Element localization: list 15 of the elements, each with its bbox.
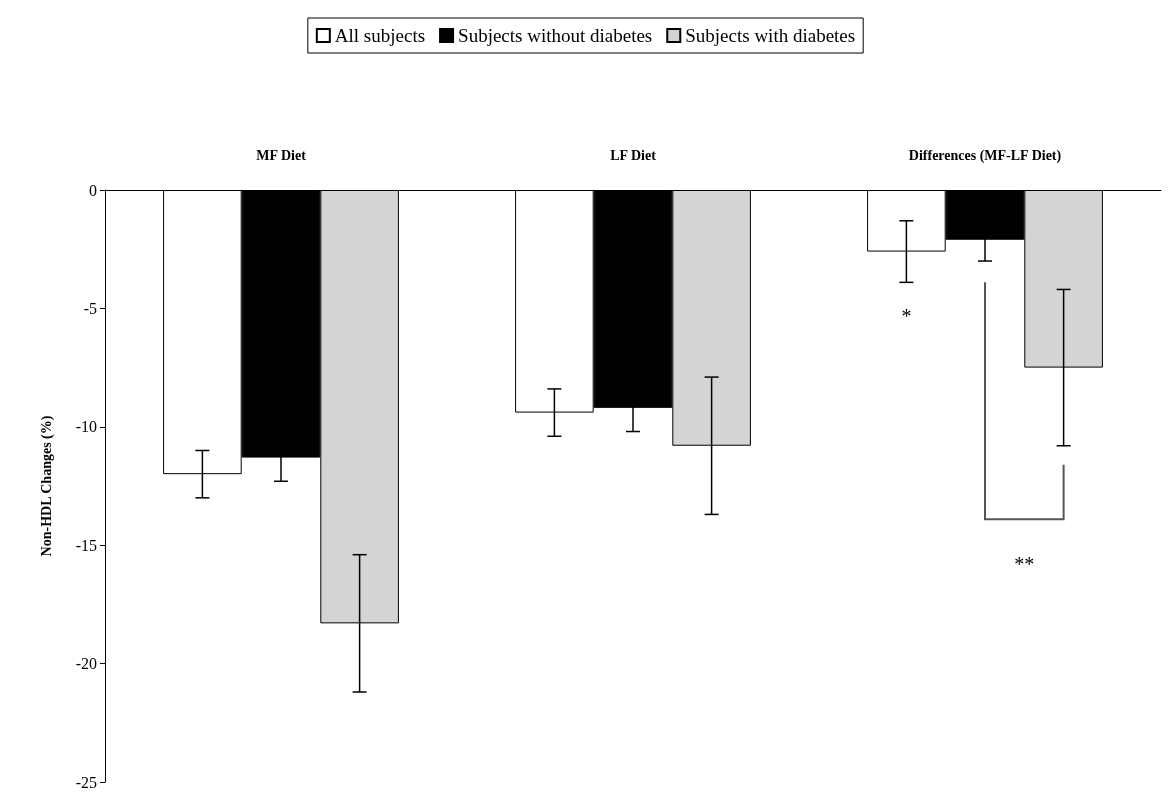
annotation: ** bbox=[1014, 553, 1035, 576]
y-tick-label: -20 bbox=[75, 655, 97, 673]
y-tick-label: 0 bbox=[89, 181, 97, 199]
legend-label: Subjects without diabetes bbox=[458, 25, 653, 46]
legend-label: All subjects bbox=[334, 25, 426, 46]
x-tick-label: MF Diet bbox=[256, 147, 307, 163]
legend-label: Subjects with diabetes bbox=[685, 25, 856, 46]
y-tick-label: -5 bbox=[83, 299, 97, 317]
y-tick-label: -15 bbox=[75, 536, 97, 554]
y-tick-label: -10 bbox=[75, 418, 97, 436]
x-tick-label: LF Diet bbox=[610, 147, 657, 163]
y-tick-label: -25 bbox=[75, 773, 97, 791]
y-axis-title: Non-HDL Changes (%) bbox=[38, 415, 55, 557]
annotation: * bbox=[901, 304, 912, 327]
x-tick-label: Differences (MF-LF Diet) bbox=[908, 147, 1062, 164]
